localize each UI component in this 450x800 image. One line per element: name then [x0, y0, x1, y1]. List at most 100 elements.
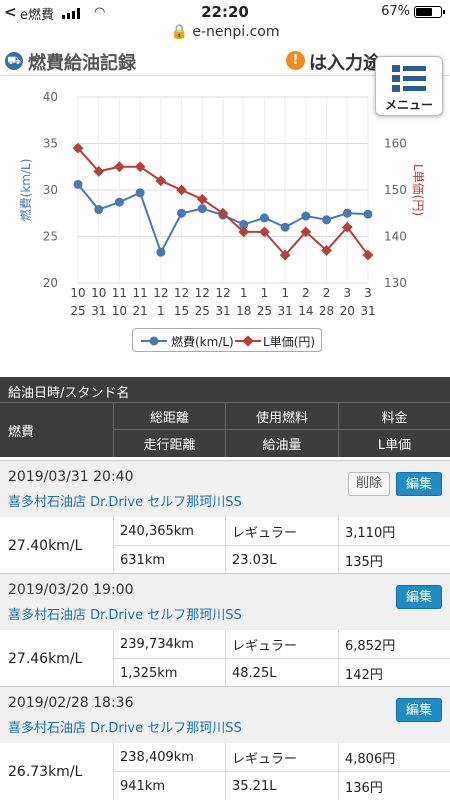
data-point: [73, 179, 83, 189]
data-point: [114, 197, 124, 207]
record-amount: 23.03L: [225, 546, 338, 574]
data-point: [301, 211, 311, 221]
record-price: 3,110円: [338, 517, 450, 546]
signal-icon: [62, 8, 80, 19]
data-point: [156, 247, 166, 257]
record-entry: 2019/03/20 19:00 喜多村石油店 Dr.Drive セルフ那珂川S…: [0, 573, 450, 688]
x-tick-label: 2: [323, 286, 331, 300]
y2-tick-label: 160: [384, 137, 407, 151]
record-price: 6,852円: [338, 630, 450, 659]
record-fuel-type: レギュラー: [225, 517, 338, 546]
data-point: [341, 221, 353, 233]
header-date-station: 給油日時/スタンド名: [0, 377, 450, 403]
data-point: [322, 215, 332, 225]
car-icon: ⛟: [5, 52, 23, 70]
x-tick-label: 25: [70, 304, 85, 318]
record-fuel-type: レギュラー: [225, 743, 338, 772]
x-tick-label: 14: [298, 304, 313, 318]
record-entry: 2019/02/28 18:36 喜多村石油店 Dr.Drive セルフ那珂川S…: [0, 686, 450, 800]
data-point: [238, 226, 250, 238]
data-point: [94, 205, 104, 215]
x-tick-label: 3: [343, 286, 351, 300]
record-unit-price: 142円: [338, 659, 450, 687]
edit-button[interactable]: 編集: [396, 698, 442, 722]
header-amount: 給油量: [225, 430, 338, 457]
data-point: [280, 222, 290, 232]
y2-tick-label: 150: [384, 183, 407, 197]
x-tick-label: 10: [70, 286, 85, 300]
data-point: [114, 161, 125, 173]
y-tick-label: 20: [43, 276, 58, 290]
x-tick-label: 3: [364, 286, 372, 300]
data-point: [321, 245, 332, 256]
back-to-app-icon[interactable]: <: [4, 3, 17, 21]
data-point: [259, 213, 269, 223]
station-link[interactable]: 喜多村石油店 Dr.Drive セルフ那珂川SS: [8, 608, 242, 623]
wifi-icon: ◠: [94, 5, 106, 20]
status-bar: < e燃費 ◠ 22:20 67%: [0, 0, 450, 24]
x-tick-label: 31: [215, 304, 230, 318]
x-tick-label: 10: [91, 286, 106, 300]
station-link[interactable]: 喜多村石油店 Dr.Drive セルフ那珂川SS: [8, 721, 242, 736]
x-tick-label: 2: [302, 286, 310, 300]
list-menu-icon: [392, 65, 426, 92]
edit-button[interactable]: 編集: [396, 472, 442, 496]
legend-marker-efficiency: [141, 336, 167, 346]
x-tick-label: 25: [257, 304, 272, 318]
data-point: [93, 166, 105, 177]
record-efficiency: 26.73km/L: [8, 763, 83, 780]
header-total-distance: 総距離: [113, 403, 225, 430]
record-amount: 48.25L: [225, 659, 338, 687]
record-date: 2019/03/20 19:00: [8, 582, 134, 598]
record-trip-distance: 1,325km: [113, 659, 225, 687]
records-table-header: 給油日時/スタンド名 燃費 総距離 使用燃料 料金 走行距離 給油量 L単価: [0, 377, 450, 457]
edit-button[interactable]: 編集: [396, 585, 442, 609]
data-point: [134, 161, 146, 173]
header-price: 料金: [338, 403, 450, 430]
data-point: [279, 249, 291, 261]
record-efficiency: 27.46km/L: [8, 650, 83, 667]
page-header: ⛟ 燃費給油記録 ! は入力途: [0, 46, 450, 76]
x-tick-label: 25: [195, 304, 210, 318]
delete-button[interactable]: 削除: [348, 472, 390, 496]
url-text: e-nenpi.com: [192, 24, 280, 40]
y2-tick-label: 130: [384, 276, 407, 290]
header-unit-price: L単価: [338, 430, 450, 457]
x-tick-label: 12: [195, 286, 210, 300]
data-point: [72, 142, 84, 154]
x-tick-label: 10: [112, 304, 127, 318]
data-point: [239, 219, 249, 229]
data-point: [135, 188, 145, 198]
record-entry: 2019/03/31 20:40 喜多村石油店 Dr.Drive セルフ那珂川S…: [0, 460, 450, 575]
record-efficiency: 27.40km/L: [8, 537, 83, 554]
x-tick-label: 31: [278, 304, 293, 318]
url-bar[interactable]: 🔒 e-nenpi.com: [170, 24, 280, 40]
x-tick-label: 1: [281, 286, 289, 300]
record-price: 4,806円: [338, 743, 450, 772]
record-amount: 35.21L: [225, 772, 338, 800]
x-tick-label: 21: [133, 304, 148, 318]
input-notice[interactable]: は入力途: [309, 53, 379, 74]
x-tick-label: 11: [133, 286, 148, 300]
y-axis-label: 燃費(km/L): [18, 159, 33, 222]
y-tick-label: 25: [43, 230, 58, 244]
record-fuel-type: レギュラー: [225, 630, 338, 659]
data-point: [342, 208, 352, 218]
y-tick-label: 40: [43, 90, 58, 104]
clock: 22:20: [201, 3, 249, 21]
data-point: [217, 207, 229, 219]
carrier-label: e燃費: [20, 8, 54, 23]
record-trip-distance: 631km: [113, 546, 225, 574]
data-point: [176, 184, 187, 196]
x-tick-label: 12: [174, 286, 189, 300]
battery-icon: [414, 6, 445, 18]
info-icon[interactable]: !: [286, 51, 305, 70]
x-tick-label: 31: [360, 304, 375, 318]
station-link[interactable]: 喜多村石油店 Dr.Drive セルフ那珂川SS: [8, 495, 242, 510]
y-tick-label: 30: [43, 183, 58, 197]
record-unit-price: 135円: [338, 546, 450, 574]
record-total-distance: 239,734km: [113, 630, 225, 659]
legend-unit-price: L単価(円): [263, 335, 316, 349]
data-point: [300, 226, 312, 238]
menu-button[interactable]: メニュー: [375, 56, 443, 116]
